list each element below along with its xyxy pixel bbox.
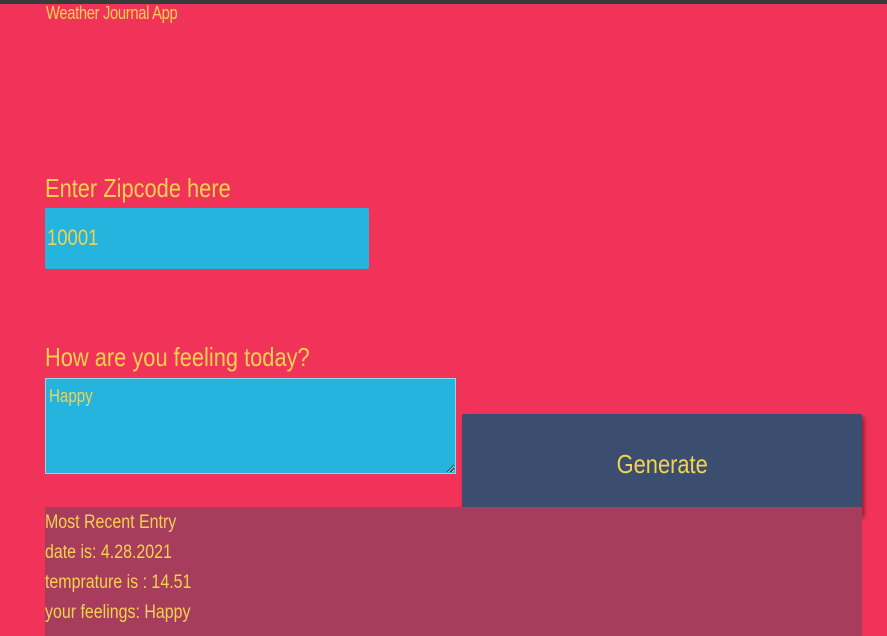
zipcode-label: Enter Zipcode here (45, 173, 231, 203)
zipcode-input[interactable] (45, 208, 369, 269)
entry-feelings: your feelings: Happy (45, 602, 191, 623)
entry-heading: Most Recent Entry (45, 512, 177, 533)
app-title: Weather Journal App (46, 3, 178, 23)
window-top-bar (0, 0, 887, 4)
generate-button[interactable]: Generate (462, 414, 862, 515)
entry-temperature: temprature is : 14.51 (45, 572, 192, 593)
generate-button-label: Generate (616, 449, 708, 479)
most-recent-entry-panel: Most Recent Entry date is: 4.28.2021 tem… (45, 507, 862, 636)
feelings-label: How are you feeling today? (45, 342, 310, 372)
entry-date: date is: 4.28.2021 (45, 542, 172, 563)
feelings-textarea[interactable] (45, 378, 456, 474)
